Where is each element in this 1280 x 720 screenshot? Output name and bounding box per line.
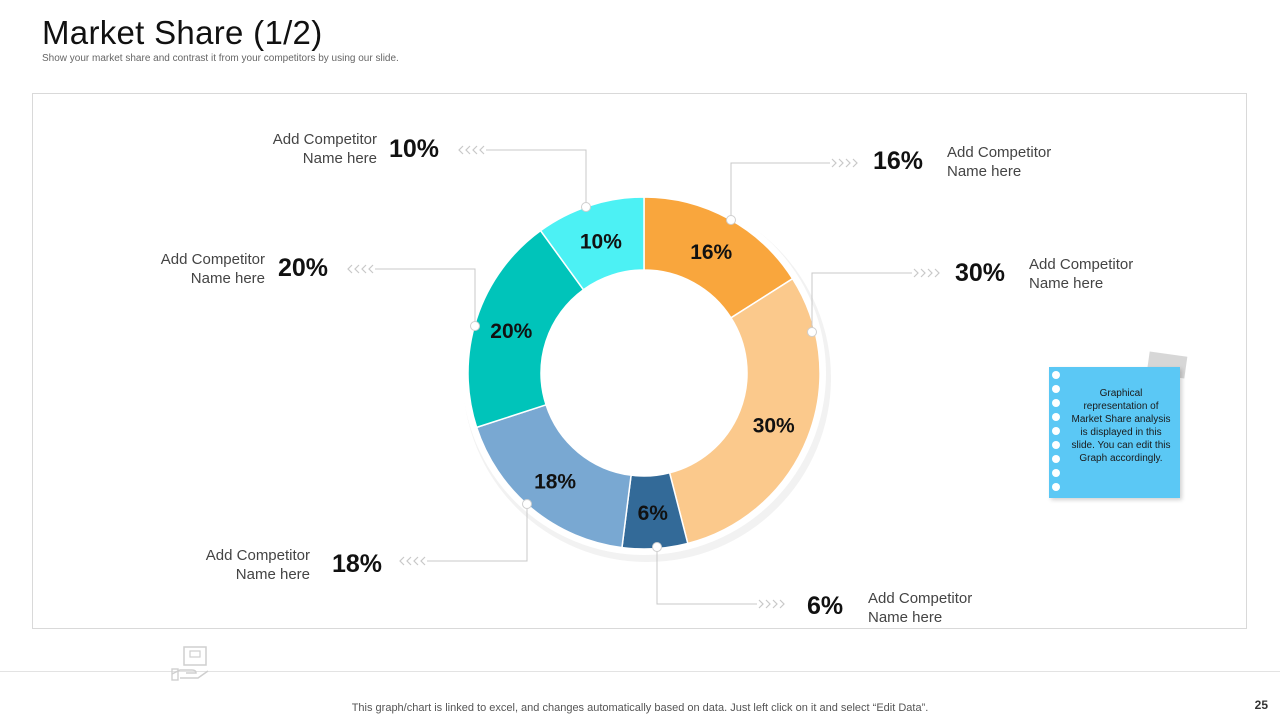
- footer-divider: [0, 671, 1280, 672]
- chevron-icon: [913, 268, 919, 278]
- page-title: Market Share (1/2): [42, 14, 323, 51]
- note-hole: [1052, 455, 1060, 463]
- note-hole: [1052, 413, 1060, 421]
- note-hole: [1052, 371, 1060, 379]
- note-hole: [1052, 427, 1060, 435]
- callout-name[interactable]: Add Competitor Name here: [947, 143, 1051, 181]
- connector-line: [486, 149, 587, 207]
- callout-percent: 10%: [389, 135, 440, 163]
- donut-slice[interactable]: [467, 229, 585, 429]
- slice-value-label: 18%: [534, 470, 576, 493]
- footer-note: This graph/chart is linked to excel, and…: [351, 702, 929, 714]
- callout-name-line: Add Competitor: [205, 547, 310, 564]
- chevron-icon: [368, 264, 374, 274]
- chevron-icon: [765, 599, 771, 609]
- slice-value-label: 6%: [638, 502, 669, 525]
- chevron-icon: [758, 599, 764, 609]
- chevron-icon: [927, 268, 933, 278]
- callout-name-line: Add Competitor: [868, 590, 973, 607]
- chevron-icon: [845, 158, 851, 168]
- callout-percent: 16%: [873, 147, 924, 175]
- chevron-icon: [772, 599, 778, 609]
- donut-slice[interactable]: [668, 277, 821, 545]
- callout-name-line: Name here: [868, 609, 943, 626]
- connector-dot: [652, 542, 662, 552]
- callout-name-line: Add Competitor: [1029, 256, 1134, 273]
- slice-value-label: 10%: [580, 230, 622, 253]
- note-text: Graphical representation of Market Share…: [1071, 388, 1171, 464]
- note-hole: [1052, 399, 1060, 407]
- note-hole: [1052, 385, 1060, 393]
- slice-value-label: 20%: [490, 320, 532, 343]
- connector-dot: [470, 321, 480, 331]
- connector-line: [656, 547, 757, 605]
- callout-name[interactable]: Add Competitor Name here: [868, 589, 972, 627]
- callout-percent: 20%: [278, 254, 329, 282]
- chevron-icon: [354, 264, 360, 274]
- chevron-icon: [920, 268, 926, 278]
- chevron-icon: [347, 264, 353, 274]
- callout-name[interactable]: Add Competitor Name here: [1029, 255, 1133, 293]
- callout-name-line: Add Competitor: [272, 131, 377, 148]
- connector-line: [375, 268, 476, 326]
- chevron-icon: [479, 145, 485, 155]
- connector-line: [427, 504, 528, 562]
- chevron-icon: [934, 268, 940, 278]
- chevron-icon: [472, 145, 478, 155]
- page-subtitle: Show your market share and contrast it f…: [42, 53, 399, 64]
- callout-name-line: Add Competitor: [947, 144, 1052, 161]
- connector-dot: [522, 499, 532, 509]
- chevron-icon: [838, 158, 844, 168]
- page-number: 25: [1254, 698, 1268, 712]
- callout-percent: 18%: [332, 550, 383, 578]
- hand-box-icon: [171, 646, 209, 681]
- connector-line: [811, 272, 912, 332]
- chevron-icon: [361, 264, 367, 274]
- callout-name-line: Name here: [235, 566, 310, 583]
- connector-dot: [581, 202, 591, 212]
- callout-name[interactable]: Add Competitor Name here: [135, 250, 265, 288]
- chevron-icon: [413, 556, 419, 566]
- chevron-icon: [779, 599, 785, 609]
- callout-name[interactable]: Add Competitor Name here: [247, 130, 377, 168]
- callout-name-line: Name here: [190, 270, 265, 287]
- note-hole: [1052, 483, 1060, 491]
- slice-value-label: 30%: [753, 414, 795, 437]
- sticky-note[interactable]: Graphical representation of Market Share…: [1049, 367, 1180, 498]
- callout-name[interactable]: Add Competitor Name here: [180, 546, 310, 584]
- connector-dot: [726, 215, 736, 225]
- connector-line: [730, 162, 830, 220]
- chevron-icon: [465, 145, 471, 155]
- connector-dot: [807, 327, 817, 337]
- slice-value-label: 16%: [690, 241, 732, 264]
- note-hole: [1052, 441, 1060, 449]
- note-hole: [1052, 469, 1060, 477]
- chevron-icon: [420, 556, 426, 566]
- donut-slice[interactable]: [539, 196, 645, 291]
- callout-name-line: Add Competitor: [160, 251, 265, 268]
- callout-name-line: Name here: [947, 163, 1022, 180]
- callout-name-line: Name here: [1029, 275, 1104, 292]
- donut-slice[interactable]: [475, 403, 632, 549]
- chevron-icon: [399, 556, 405, 566]
- chevron-icon: [852, 158, 858, 168]
- chevron-icon: [458, 145, 464, 155]
- chevron-icon: [406, 556, 412, 566]
- callout-name-line: Name here: [302, 150, 377, 167]
- chart-frame: [32, 93, 1247, 629]
- callout-percent: 30%: [955, 259, 1006, 287]
- callout-percent: 6%: [807, 592, 844, 620]
- chevron-icon: [831, 158, 837, 168]
